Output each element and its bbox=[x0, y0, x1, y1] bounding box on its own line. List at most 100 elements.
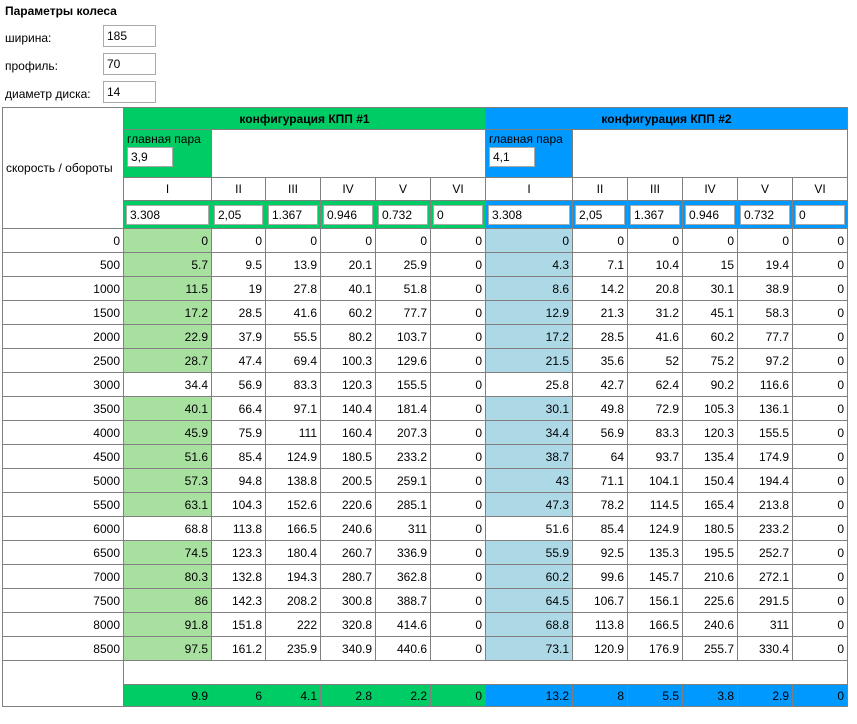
config2-speed-cell: 272.1 bbox=[737, 564, 793, 589]
config2-speed-cell: 78.2 bbox=[572, 492, 628, 517]
config1-total-cell: 2.2 bbox=[375, 684, 431, 707]
config2-main-pair-label: главная пара bbox=[489, 132, 563, 146]
config2-speed-cell: 99.6 bbox=[572, 564, 628, 589]
config2-speed-cell: 93.7 bbox=[627, 444, 683, 469]
config2-speed-cell: 195.5 bbox=[682, 540, 738, 565]
config2-speed-cell: 0 bbox=[485, 228, 573, 253]
config2-speed-cell: 92.5 bbox=[572, 540, 628, 565]
config2-speed-cell: 60.2 bbox=[682, 324, 738, 349]
config2-speed-cell: 85.4 bbox=[572, 516, 628, 541]
config1-speed-cell: 440.6 bbox=[375, 636, 431, 661]
config1-total-cell: 2.8 bbox=[320, 684, 376, 707]
config2-speed-cell: 64.5 bbox=[485, 588, 573, 613]
config2-gear-ratio-input[interactable] bbox=[630, 204, 680, 225]
config1-gear-header: I bbox=[123, 177, 212, 201]
config2-speed-cell: 41.6 bbox=[627, 324, 683, 349]
config2-speed-cell: 114.5 bbox=[627, 492, 683, 517]
config2-speed-cell: 0 bbox=[627, 228, 683, 253]
config1-speed-cell: 34.4 bbox=[123, 372, 212, 397]
config2-gear-ratio-input[interactable] bbox=[488, 204, 570, 225]
config2-gear-ratio-input[interactable] bbox=[740, 204, 790, 225]
config2-speed-cell: 49.8 bbox=[572, 396, 628, 421]
config2-speed-cell: 0 bbox=[737, 228, 793, 253]
config1-speed-cell: 111 bbox=[265, 420, 321, 445]
rim-diameter-input[interactable] bbox=[103, 81, 156, 103]
config1-speed-cell: 0 bbox=[430, 252, 486, 277]
config2-speed-cell: 135.4 bbox=[682, 444, 738, 469]
config1-gear-ratio-input[interactable] bbox=[378, 204, 428, 225]
config1-speed-cell: 166.5 bbox=[265, 516, 321, 541]
config2-speed-cell: 43 bbox=[485, 468, 573, 493]
config1-main-pair-input[interactable] bbox=[127, 147, 173, 167]
config2-ratio-cell bbox=[737, 200, 793, 229]
config2-speed-cell: 45.1 bbox=[682, 300, 738, 325]
table-row: 5500 63.1 104.3 152.6 220.6 285.1 0 47.3 78.2 114… bbox=[2, 492, 848, 517]
config2-speed-cell: 31.2 bbox=[627, 300, 683, 325]
config1-speed-cell: 336.9 bbox=[375, 540, 431, 565]
config2-ratio-cell bbox=[485, 200, 573, 229]
config1-gear-ratio-input[interactable] bbox=[323, 204, 373, 225]
config1-speed-cell: 91.8 bbox=[123, 612, 212, 637]
rpm-cell: 1500 bbox=[2, 300, 124, 325]
config1-ratio-cell bbox=[123, 200, 212, 229]
config2-speed-cell: 56.9 bbox=[572, 420, 628, 445]
config1-speed-cell: 47.4 bbox=[211, 348, 266, 373]
rim-diameter-label: диаметр диска: bbox=[5, 87, 91, 101]
rpm-cell: 2500 bbox=[2, 348, 124, 373]
config1-speed-cell: 80.2 bbox=[320, 324, 376, 349]
config1-speed-cell: 220.6 bbox=[320, 492, 376, 517]
config1-speed-cell: 160.4 bbox=[320, 420, 376, 445]
config2-gear-header: IV bbox=[682, 177, 738, 201]
config1-speed-cell: 155.5 bbox=[375, 372, 431, 397]
config1-speed-cell: 300.8 bbox=[320, 588, 376, 613]
config1-speed-cell: 41.6 bbox=[265, 300, 321, 325]
config2-speed-cell: 210.6 bbox=[682, 564, 738, 589]
config1-speed-cell: 37.9 bbox=[211, 324, 266, 349]
config1-speed-cell: 94.8 bbox=[211, 468, 266, 493]
width-input[interactable] bbox=[103, 25, 156, 47]
profile-input[interactable] bbox=[103, 53, 156, 75]
config2-speed-cell: 150.4 bbox=[682, 468, 738, 493]
config2-main-pair-input[interactable] bbox=[489, 147, 535, 167]
config1-gear-ratio-input[interactable] bbox=[268, 204, 318, 225]
config1-speed-cell: 97.1 bbox=[265, 396, 321, 421]
config1-speed-cell: 260.7 bbox=[320, 540, 376, 565]
config1-main-pair: главная пара bbox=[123, 129, 212, 178]
config2-gear-ratio-input[interactable] bbox=[575, 204, 625, 225]
config2-speed-cell: 21.3 bbox=[572, 300, 628, 325]
speed-rpm-corner-label: скорость / обороты bbox=[2, 107, 124, 229]
rpm-cell: 6500 bbox=[2, 540, 124, 565]
config2-speed-cell: 90.2 bbox=[682, 372, 738, 397]
config2-speed-cell: 30.1 bbox=[485, 396, 573, 421]
config1-gear-ratio-input[interactable] bbox=[433, 204, 483, 225]
config2-speed-cell: 0 bbox=[792, 492, 848, 517]
config2-speed-cell: 0 bbox=[792, 636, 848, 661]
table-row: 1000 11.5 19 27.8 40.1 51.8 0 8.6 14.2 20.8 30.1 38… bbox=[2, 276, 848, 301]
config1-speed-cell: 132.8 bbox=[211, 564, 266, 589]
config2-gear-ratio-input[interactable] bbox=[685, 204, 735, 225]
config2-speed-cell: 120.9 bbox=[572, 636, 628, 661]
config1-speed-cell: 51.8 bbox=[375, 276, 431, 301]
table-row: 6000 68.8 113.8 166.5 240.6 311 0 51.6 85.4 124.9… bbox=[2, 516, 848, 541]
config2-gear-ratio-input[interactable] bbox=[795, 204, 845, 225]
config2-speed-cell: 60.2 bbox=[485, 564, 573, 589]
config1-speed-cell: 75.9 bbox=[211, 420, 266, 445]
config1-ratio-cell bbox=[430, 200, 486, 229]
config1-speed-cell: 200.5 bbox=[320, 468, 376, 493]
config1-speed-cell: 0 bbox=[430, 420, 486, 445]
config2-speed-cell: 225.6 bbox=[682, 588, 738, 613]
config1-speed-cell: 0 bbox=[265, 228, 321, 253]
spacer-cell bbox=[123, 660, 848, 685]
config1-gear-ratio-input[interactable] bbox=[126, 204, 209, 225]
config1-speed-cell: 140.4 bbox=[320, 396, 376, 421]
config1-speed-cell: 0 bbox=[430, 372, 486, 397]
config1-gear-header: II bbox=[211, 177, 266, 201]
config1-speed-cell: 0 bbox=[430, 516, 486, 541]
config1-gear-ratio-input[interactable] bbox=[214, 204, 263, 225]
config1-speed-cell: 181.4 bbox=[375, 396, 431, 421]
config2-speed-cell: 8.6 bbox=[485, 276, 573, 301]
config2-speed-cell: 64 bbox=[572, 444, 628, 469]
config1-speed-cell: 222 bbox=[265, 612, 321, 637]
config2-speed-cell: 155.5 bbox=[737, 420, 793, 445]
config1-gear-header: V bbox=[375, 177, 431, 201]
